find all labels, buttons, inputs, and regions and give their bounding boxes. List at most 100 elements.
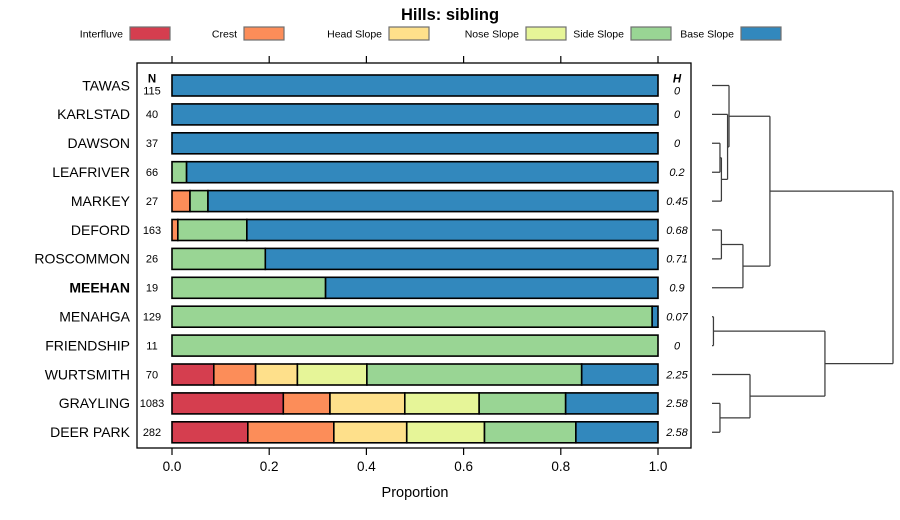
- n-value: 66: [146, 167, 158, 179]
- axes: 0.0 0.2 0.4 0.6 0.8 1.0: [136, 56, 692, 474]
- n-value: 70: [146, 369, 158, 381]
- row-label: MARKEY: [71, 193, 131, 209]
- legend-item: Side Slope: [573, 26, 672, 41]
- h-value: 0: [674, 340, 681, 352]
- bar-segment: [171, 363, 215, 386]
- h-value: 0.2: [669, 167, 684, 179]
- bar-segment: [171, 74, 659, 97]
- h-value: 2.25: [665, 369, 688, 381]
- bar-segment: [207, 189, 659, 213]
- bar-segment: [296, 363, 368, 386]
- legend-swatch: [525, 26, 567, 41]
- bar-segment: [171, 160, 188, 184]
- legend-label: Base Slope: [680, 29, 734, 41]
- h-value: 0.07: [666, 312, 688, 324]
- bar-segment: [171, 334, 659, 357]
- h-column-header: H: [673, 74, 682, 86]
- bar-row: WURTSMITH: [45, 363, 659, 386]
- bar-segment: [651, 305, 659, 329]
- row-label: FRIENDSHIP: [45, 337, 130, 353]
- legend-swatch: [129, 26, 171, 41]
- h-value: 0.9: [669, 283, 684, 295]
- n-value: 129: [143, 312, 161, 324]
- legend-swatch: [243, 26, 285, 41]
- n-value: 26: [146, 254, 158, 266]
- bar-segment: [403, 392, 480, 415]
- bar-segment: [282, 392, 331, 415]
- legend-swatch: [388, 26, 430, 41]
- bar-segment: [171, 276, 327, 300]
- x-tick-label: 1.0: [649, 459, 668, 474]
- bar-row: FRIENDSHIP: [45, 334, 659, 357]
- x-tick-label: 0.6: [454, 459, 473, 474]
- n-value: 11: [146, 340, 157, 352]
- h-value: 0.45: [666, 196, 688, 208]
- legend-item: Nose Slope: [465, 26, 567, 41]
- row-label: WURTSMITH: [45, 366, 130, 382]
- bar-row: ROSCOMMON: [34, 247, 659, 271]
- h-value: 0: [674, 109, 681, 121]
- bar-segment: [478, 392, 567, 415]
- legend-swatch: [740, 26, 782, 41]
- legend: Interfluve Crest Head Slope Nose Slope Side …: [80, 26, 782, 41]
- bar-segment: [247, 420, 335, 444]
- row-label: DAWSON: [68, 135, 130, 151]
- n-value: 19: [146, 283, 158, 295]
- bar-segment: [405, 420, 486, 444]
- bar-segment: [246, 218, 659, 242]
- row-label: ROSCOMMON: [34, 251, 130, 267]
- bar-row: MENAHGA: [59, 305, 659, 329]
- bar-segment: [177, 218, 248, 242]
- legend-label: Nose Slope: [465, 29, 519, 41]
- legend-label: Head Slope: [327, 29, 382, 41]
- h-value: 2.58: [665, 427, 688, 439]
- n-value: 37: [146, 138, 158, 150]
- legend-swatch: [630, 26, 672, 41]
- bar-segment: [185, 160, 659, 184]
- n-column-header: N: [148, 74, 156, 86]
- h-value: 0.71: [666, 254, 687, 266]
- h-value: 0: [674, 86, 681, 98]
- row-label: DEFORD: [71, 222, 130, 238]
- legend-item: Base Slope: [680, 26, 782, 41]
- bar-row: TAWAS: [82, 74, 659, 97]
- bar-segment: [171, 420, 249, 444]
- legend-label: Interfluve: [80, 29, 123, 41]
- n-value: 163: [143, 225, 161, 237]
- h-value: 0: [674, 138, 681, 150]
- bar-segment: [212, 363, 257, 386]
- bar-row: KARLSTAD: [57, 103, 659, 126]
- n-value: 115: [143, 86, 161, 98]
- n-h-columns: N H 115 0 40 0 37 0 66 0.2 27 0.45 163 0.68 26 0.71 19 0.…: [140, 74, 689, 440]
- x-axis-title: Proportion: [382, 485, 449, 501]
- n-value: 27: [146, 196, 158, 208]
- plot-box: [136, 62, 692, 449]
- bar-row: DEER PARK: [50, 420, 659, 444]
- legend-label: Crest: [212, 29, 237, 41]
- bar-segment: [171, 103, 659, 126]
- legend-item: Crest: [212, 26, 285, 41]
- bar-row: LEAFRIVER: [52, 160, 659, 184]
- bar-segment: [171, 305, 653, 329]
- bar-segment: [171, 247, 267, 271]
- bar-row: DAWSON: [68, 132, 659, 155]
- bar-segment: [483, 420, 577, 444]
- bar-row: MARKEY: [71, 189, 659, 213]
- bar-segment: [171, 392, 285, 415]
- row-label: GRAYLING: [59, 395, 130, 411]
- bar-segment: [171, 132, 659, 155]
- x-tick-label: 0.0: [163, 459, 182, 474]
- legend-item: Head Slope: [327, 26, 430, 41]
- bar-segment: [564, 392, 659, 415]
- bar-segment: [324, 276, 659, 300]
- row-label: KARLSTAD: [57, 106, 130, 122]
- n-value: 40: [146, 109, 158, 121]
- n-value: 1083: [140, 398, 164, 410]
- bar-row: GRAYLING: [59, 392, 659, 415]
- h-value: 2.58: [665, 398, 688, 410]
- row-label: LEAFRIVER: [52, 164, 130, 180]
- bar-segment: [333, 420, 408, 444]
- x-tick-label: 0.2: [260, 459, 279, 474]
- n-value: 282: [143, 427, 161, 439]
